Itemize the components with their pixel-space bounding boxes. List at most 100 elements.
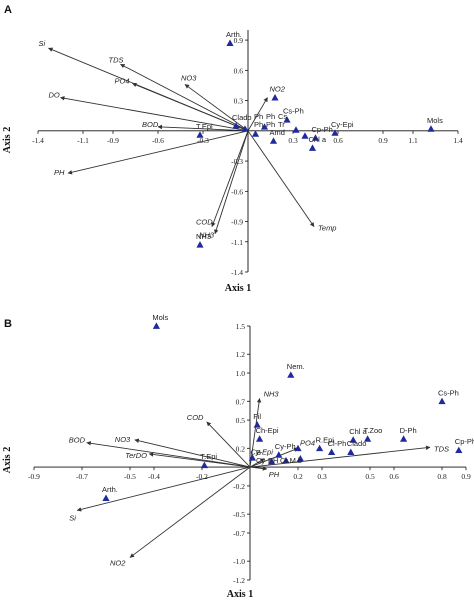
panel-a-y-tick-label: -0.3 — [231, 157, 243, 166]
panel-b-point-marker — [316, 444, 324, 452]
panel-b-y-axis-title: Axis 2 — [2, 447, 13, 473]
panel-b-x-tick-label: 0.9 — [461, 472, 471, 481]
panel-b-y-tick-label: -0.7 — [233, 529, 245, 538]
panel-b-vector-label: PO4 — [300, 438, 315, 447]
panel-b-vector-label: NH3 — [264, 389, 280, 398]
panel-b-point-label: R.Epi — [316, 435, 335, 444]
panel-a-vectors: Si TDS PO4 NO3 DO BOD PH COD NH3 Temp NO2 — [39, 39, 337, 240]
panel-a-point-label: Mols — [427, 116, 443, 125]
panel-b-point-label: Cl-Ph — [328, 439, 347, 448]
panel-a-y-tick-label: 0.3 — [234, 97, 244, 106]
panel-b-point-marker — [256, 435, 264, 442]
panel-b-y-tick-label: 1.2 — [236, 350, 246, 359]
panel-a-vector-label: NO3 — [181, 73, 197, 82]
panel-b-crowded-label: Cy — [256, 456, 265, 465]
panel-b: B Axis 2 Axis 1 -0.9 -0.7 -0.5 -0.4 -0.2 0.2 0… — [2, 313, 474, 600]
panel-b-vector-label: NO2 — [110, 558, 126, 567]
panel-b-point-marker — [152, 322, 160, 329]
panel-a-crowded-label: Tr — [278, 120, 285, 129]
panel-b-point-marker — [364, 435, 372, 442]
panel-b-point-marker — [102, 494, 110, 502]
panel-a-vector-no3 — [184, 84, 249, 132]
panel-b-y-tick-label: -1.2 — [233, 576, 245, 585]
panel-a-x-tick-label: 1.1 — [408, 136, 418, 145]
panel-a-point-marker — [283, 116, 291, 123]
panel-label-b: B — [4, 318, 12, 330]
panel-b-crowded-label: B — [256, 448, 261, 457]
panel-b-crowded-label: PH — [268, 456, 278, 465]
panel-b-point-label: Mols — [152, 313, 168, 322]
panel-b-point-label: Fil — [253, 412, 261, 421]
panel-a-point-marker — [251, 130, 260, 137]
panel-b-x-axis-title: Axis 1 — [227, 589, 253, 600]
panel-label-a: A — [4, 4, 12, 16]
panel-b-vector-cy-epi — [249, 458, 265, 468]
panel-b-x-tick-label: 0.8 — [437, 472, 447, 481]
panel-b-vector-ph — [249, 466, 268, 471]
panel-b-point-marker — [282, 456, 290, 464]
panel-b-vector-label: Cy-Epi — [250, 448, 273, 457]
panel-b-point-label: D-Ph — [400, 426, 417, 435]
panel-a-crowded-label: Ph — [266, 120, 275, 129]
panel-b-vector-label: TDS — [434, 444, 449, 453]
panel-a-point-marker — [241, 125, 249, 132]
panel-b-y-tick-label: 0.7 — [236, 397, 246, 406]
panel-b-y-tick-label: -0.5 — [233, 510, 245, 519]
panel-b-y-tick-label: -0.2 — [233, 482, 245, 491]
panel-b-vector-label: COD — [187, 413, 204, 422]
panel-a-x-axis-title: Axis 1 — [225, 283, 251, 294]
panel-a-x-tick-label: 1.4 — [453, 136, 463, 145]
panel-a-point-label: Cy-Epi — [331, 120, 354, 129]
panel-a-point-label: Chl a — [309, 135, 327, 144]
panel-b-vector-label: BOD — [69, 436, 86, 445]
panel-a-point-label: Clado — [232, 113, 252, 122]
panel-a-vector-po4 — [132, 82, 249, 132]
panel-a-point-marker — [226, 39, 234, 46]
panel-a-vector-do — [60, 96, 249, 132]
panel-a-vector-nh3 — [214, 130, 249, 235]
panel-a-vector-label: Si — [39, 39, 46, 48]
panel-b-point-marker — [347, 448, 355, 455]
panel-a-point-marker — [427, 125, 435, 132]
panel-b-point-label: Clado — [347, 439, 367, 448]
panel-a-vector-no2 — [247, 97, 268, 132]
panel-a-y-tick-label: 0.6 — [234, 66, 244, 75]
panel-a-x-tick-label: 0.3 — [288, 136, 298, 145]
panel-b-point-label: Ch-Epi — [256, 426, 279, 435]
panel-a-point-marker — [308, 144, 317, 151]
panel-b-point-marker — [296, 455, 304, 462]
panel-a-point-label: NH3 — [196, 232, 211, 241]
panel-b-vector-label: TerDO — [125, 451, 147, 460]
panel-a-vector-label: TDS — [109, 55, 124, 64]
panel-a-point-label: Cp-Ph — [312, 125, 333, 134]
panel-a-x-tick-label: 0.9 — [378, 136, 388, 145]
panel-a-x-tick-label: -1.4 — [32, 136, 44, 145]
panel-a-point-marker — [331, 129, 339, 136]
panel-a-vector-label: COD — [196, 218, 213, 227]
panel-b-y-tick-label: 0.2 — [236, 444, 246, 453]
panel-a-x-tick-label: -0.6 — [152, 136, 164, 145]
panel-a-vector-bod — [157, 124, 249, 132]
panel-b-point-label: Cy-Ph — [275, 442, 296, 451]
panel-a-vector-label: PO4 — [115, 76, 130, 85]
panel-a-x-tick-label: 0.6 — [333, 136, 343, 145]
panel-a-crowded-label: Cs — [278, 112, 287, 121]
panel-b-y-tick-label: 1.0 — [236, 369, 246, 378]
panel-a-y-tick-label: 0.9 — [234, 36, 244, 45]
panel-b-vector-no2 — [129, 466, 251, 558]
panel-b-point-label: Arth. — [102, 485, 118, 494]
panel-a-vector-label: DO — [49, 91, 60, 100]
panel-a-point-marker — [301, 132, 309, 139]
panel-a-point-label: Amd — [270, 128, 285, 137]
panel-a-crowded-label: Ph — [254, 112, 263, 121]
panel-b-point-marker — [275, 451, 283, 458]
panel-b-point-label: Cp-Ph — [455, 437, 474, 446]
panel-a-point-marker — [260, 123, 269, 130]
panel-b-point-marker — [287, 371, 295, 378]
panel-a-point-marker — [271, 93, 279, 101]
panel-a-vector-tds — [120, 63, 249, 132]
panel-a-vector-label: NH3 — [199, 231, 215, 240]
panel-a-crowded-label: Ph — [266, 112, 275, 121]
